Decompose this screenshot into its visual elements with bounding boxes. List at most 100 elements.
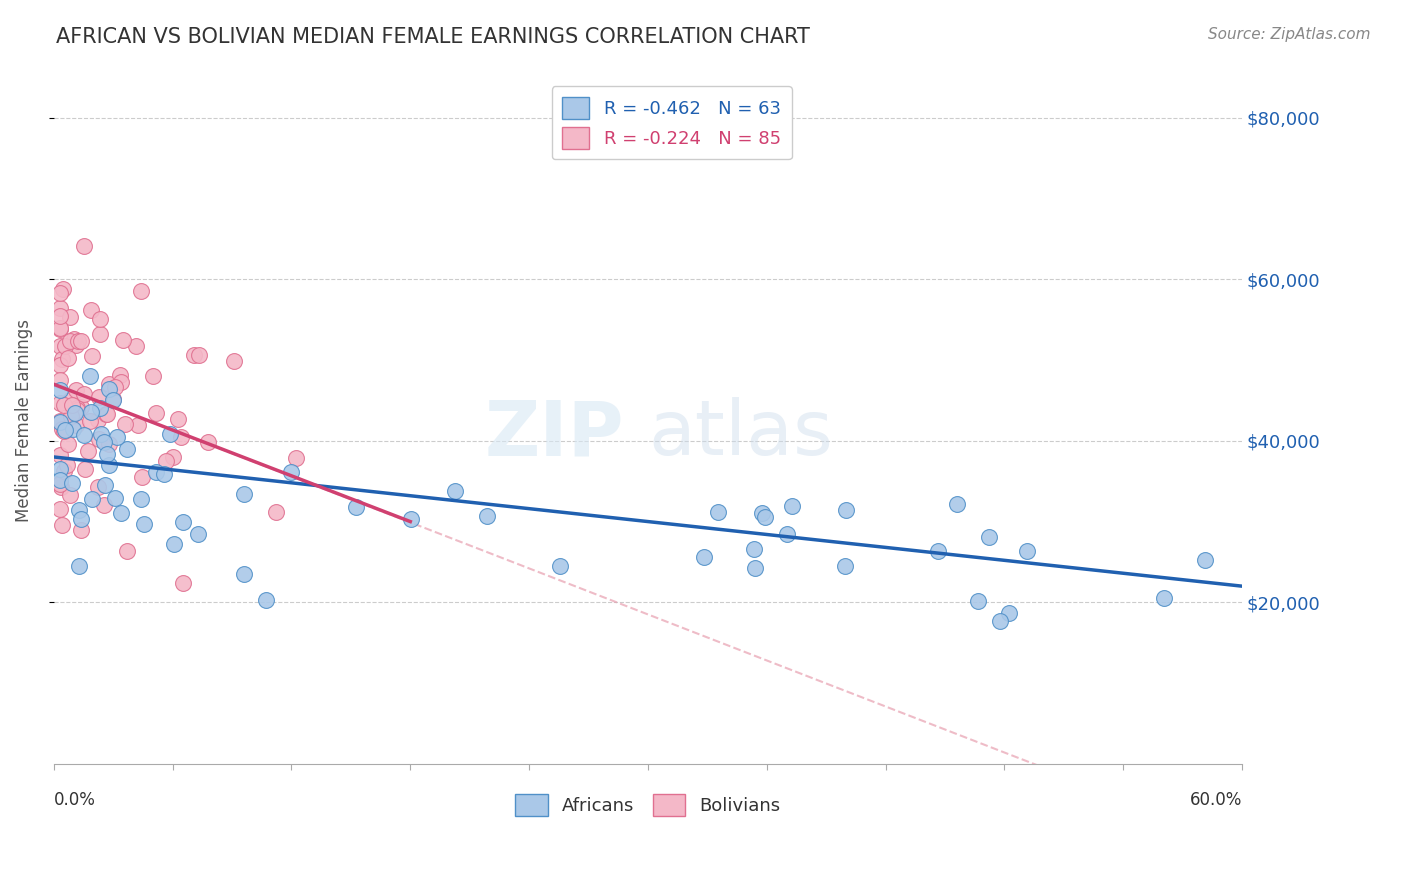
Point <box>776 527 799 541</box>
Point <box>65 418 87 433</box>
Point <box>443 483 465 498</box>
Point <box>49 383 72 397</box>
Point <box>550 559 572 574</box>
Point <box>66 334 89 349</box>
Point <box>49 502 72 516</box>
Point <box>742 541 765 556</box>
Point <box>87 480 110 494</box>
Point <box>62 406 84 420</box>
Point <box>946 497 969 511</box>
Point <box>49 448 72 462</box>
Point <box>93 499 115 513</box>
Point <box>49 339 72 353</box>
Point <box>145 466 167 480</box>
Point <box>56 437 79 451</box>
Point <box>72 387 94 401</box>
Text: AFRICAN VS BOLIVIAN MEDIAN FEMALE EARNINGS CORRELATION CHART: AFRICAN VS BOLIVIAN MEDIAN FEMALE EARNIN… <box>56 27 810 46</box>
Point <box>98 376 121 391</box>
Point <box>56 351 79 365</box>
Point <box>927 544 949 558</box>
Point <box>754 510 776 524</box>
Point <box>52 464 75 478</box>
Point <box>344 500 367 515</box>
Point <box>172 576 194 591</box>
Point <box>49 414 72 428</box>
Point <box>104 491 127 505</box>
Point <box>49 301 72 315</box>
Text: ZIP: ZIP <box>485 397 624 471</box>
Point <box>59 334 82 348</box>
Point <box>1194 553 1216 567</box>
Point <box>707 505 730 519</box>
Point <box>53 338 76 352</box>
Point <box>49 322 72 336</box>
Point <box>1153 591 1175 606</box>
Point <box>131 492 153 507</box>
Point <box>110 375 132 389</box>
Point <box>108 368 131 383</box>
Point <box>285 450 308 465</box>
Point <box>97 382 120 396</box>
Point <box>87 390 110 404</box>
Point <box>145 406 167 420</box>
Point <box>80 349 103 363</box>
Point <box>990 614 1012 628</box>
Point <box>59 488 82 502</box>
Point <box>131 470 153 484</box>
Point <box>58 310 80 324</box>
Point <box>60 476 83 491</box>
Point <box>73 461 96 475</box>
Point <box>49 372 72 386</box>
Point <box>97 458 120 472</box>
Point <box>49 475 72 490</box>
Point <box>115 442 138 457</box>
Point <box>63 406 86 420</box>
Text: 0.0%: 0.0% <box>53 791 96 809</box>
Point <box>834 559 856 574</box>
Point <box>693 550 716 565</box>
Point <box>101 392 124 407</box>
Point <box>70 523 93 537</box>
Point <box>159 427 181 442</box>
Point <box>105 430 128 444</box>
Point <box>187 348 209 362</box>
Point <box>110 507 132 521</box>
Point <box>49 474 72 488</box>
Point <box>49 415 72 429</box>
Point <box>49 285 72 300</box>
Point <box>162 450 184 464</box>
Point <box>65 383 87 397</box>
Point <box>49 462 72 476</box>
Point <box>49 480 72 494</box>
Point <box>67 559 90 574</box>
Point <box>89 401 111 415</box>
Text: 60.0%: 60.0% <box>1189 791 1241 809</box>
Point <box>780 500 803 514</box>
Point <box>66 402 89 417</box>
Point <box>62 332 84 346</box>
Point <box>222 353 245 368</box>
Point <box>49 320 72 334</box>
Point <box>152 467 174 482</box>
Point <box>53 425 76 439</box>
Point <box>59 409 82 423</box>
Point <box>115 544 138 558</box>
Point <box>66 401 89 415</box>
Point <box>79 302 101 317</box>
Point <box>172 516 194 530</box>
Point <box>98 436 121 450</box>
Point <box>96 407 118 421</box>
Point <box>51 422 73 436</box>
Point <box>73 428 96 442</box>
Point <box>96 447 118 461</box>
Point <box>69 511 91 525</box>
Point <box>80 404 103 418</box>
Point <box>163 537 186 551</box>
Point <box>129 285 152 299</box>
Point <box>101 392 124 406</box>
Point <box>751 506 773 520</box>
Point <box>401 512 423 526</box>
Point <box>232 487 254 501</box>
Point <box>183 348 205 362</box>
Y-axis label: Median Female Earnings: Median Female Earnings <box>15 319 32 522</box>
